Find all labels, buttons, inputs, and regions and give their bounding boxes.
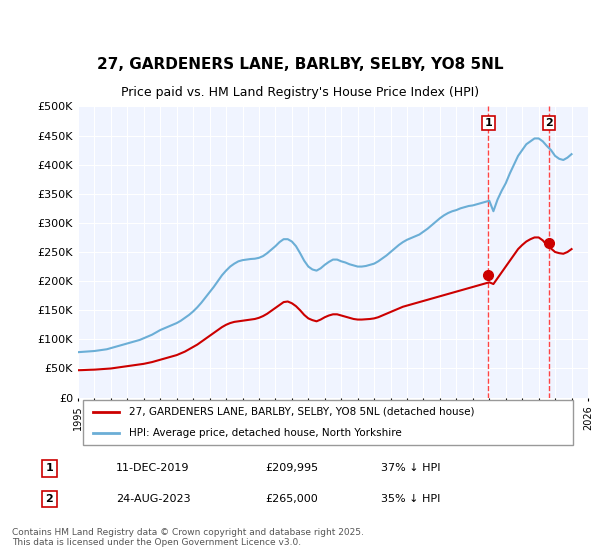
Text: Contains HM Land Registry data © Crown copyright and database right 2025.
This d: Contains HM Land Registry data © Crown c…	[12, 528, 364, 547]
Text: HPI: Average price, detached house, North Yorkshire: HPI: Average price, detached house, Nort…	[129, 428, 402, 438]
Text: Price paid vs. HM Land Registry's House Price Index (HPI): Price paid vs. HM Land Registry's House …	[121, 86, 479, 99]
Text: 27, GARDENERS LANE, BARLBY, SELBY, YO8 5NL (detached house): 27, GARDENERS LANE, BARLBY, SELBY, YO8 5…	[129, 407, 475, 417]
FancyBboxPatch shape	[83, 400, 573, 446]
Text: £265,000: £265,000	[266, 494, 319, 504]
Text: 35% ↓ HPI: 35% ↓ HPI	[381, 494, 440, 504]
Text: 2: 2	[545, 118, 553, 128]
Text: 37% ↓ HPI: 37% ↓ HPI	[381, 463, 440, 473]
Text: 1: 1	[485, 118, 493, 128]
Text: 24-AUG-2023: 24-AUG-2023	[116, 494, 190, 504]
Text: 1: 1	[46, 463, 53, 473]
Text: £209,995: £209,995	[266, 463, 319, 473]
Text: 11-DEC-2019: 11-DEC-2019	[116, 463, 189, 473]
Text: 2: 2	[46, 494, 53, 504]
Text: 27, GARDENERS LANE, BARLBY, SELBY, YO8 5NL: 27, GARDENERS LANE, BARLBY, SELBY, YO8 5…	[97, 57, 503, 72]
